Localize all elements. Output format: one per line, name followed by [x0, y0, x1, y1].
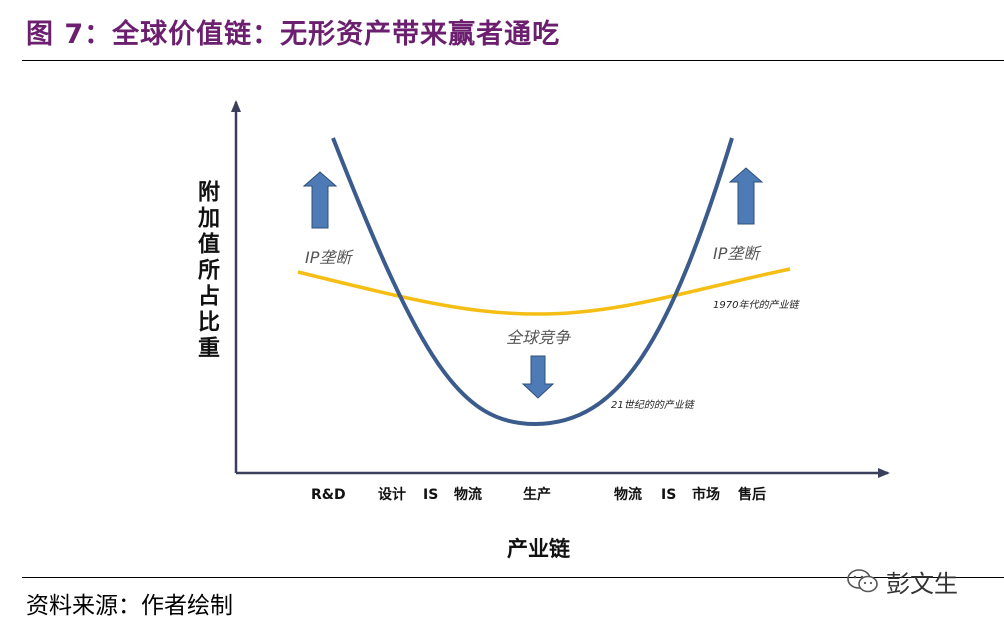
- y-axis-label: 附加值所占比重: [194, 179, 221, 362]
- x-category-label: 物流: [454, 486, 482, 503]
- curve-21st-century-label: 21世纪的的产业链: [611, 399, 696, 411]
- x-category-label: 设计: [378, 486, 406, 503]
- x-category-label: 物流: [614, 486, 642, 503]
- x-category-label: 售后: [737, 486, 766, 503]
- down-arrow-icon: [521, 355, 555, 399]
- x-category-label: 生产: [523, 486, 551, 503]
- source-note: 资料来源：作者绘制: [26, 593, 233, 619]
- x-category-label: IS: [423, 487, 438, 503]
- up-arrow-left-icon: [302, 171, 338, 229]
- x-category-label: IS: [661, 487, 676, 503]
- title-divider: [22, 60, 1004, 61]
- x-category-label: R&D: [311, 487, 346, 503]
- curve-21st-century: [331, 137, 734, 427]
- curve-1970s-label: 1970年代的产业链: [713, 299, 800, 311]
- figure-title: 图 7：全球价值链：无形资产带来赢者通吃: [26, 19, 561, 50]
- footer-divider: [22, 577, 1004, 578]
- curve-1970s: [297, 267, 791, 316]
- watermark-text: 彭文生: [886, 569, 958, 598]
- ip-monopoly-left-label: IP垄断: [305, 248, 354, 267]
- x-axis-label: 产业链: [507, 536, 571, 561]
- up-arrow-right-icon: [728, 167, 764, 225]
- ip-monopoly-right-label: IP垄断: [713, 244, 762, 263]
- watermark: 彭文生: [846, 567, 958, 598]
- global-competition-label: 全球竞争: [506, 328, 571, 347]
- x-category-label: 市场: [692, 486, 720, 503]
- wechat-icon: [847, 569, 878, 593]
